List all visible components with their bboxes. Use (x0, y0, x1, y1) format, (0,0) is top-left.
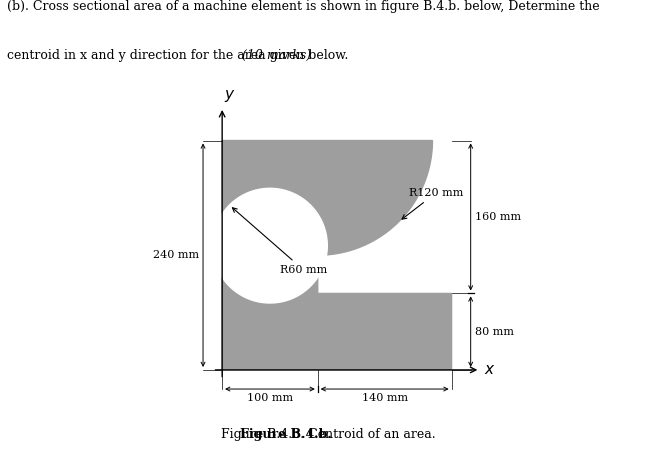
Text: $x$: $x$ (484, 363, 495, 377)
Text: Figure B.4.b. Centroid of an area.: Figure B.4.b. Centroid of an area. (221, 428, 436, 441)
Polygon shape (222, 140, 451, 370)
Text: 80 mm: 80 mm (474, 327, 514, 337)
Text: 100 mm: 100 mm (247, 393, 293, 403)
Text: centroid in x and y direction for the area given below.: centroid in x and y direction for the ar… (7, 49, 352, 62)
Text: 160 mm: 160 mm (474, 212, 520, 222)
Text: (10 marks): (10 marks) (242, 49, 311, 62)
Text: 140 mm: 140 mm (361, 393, 408, 403)
Text: R120 mm: R120 mm (402, 188, 463, 219)
Text: $y$: $y$ (224, 88, 236, 104)
Text: R60 mm: R60 mm (233, 208, 327, 274)
Text: Figure B.4.b.: Figure B.4.b. (240, 428, 332, 441)
Text: 240 mm: 240 mm (153, 250, 199, 260)
Polygon shape (213, 188, 327, 303)
Text: (b). Cross sectional area of a machine element is shown in figure B.4.b. below, : (b). Cross sectional area of a machine e… (7, 0, 599, 13)
